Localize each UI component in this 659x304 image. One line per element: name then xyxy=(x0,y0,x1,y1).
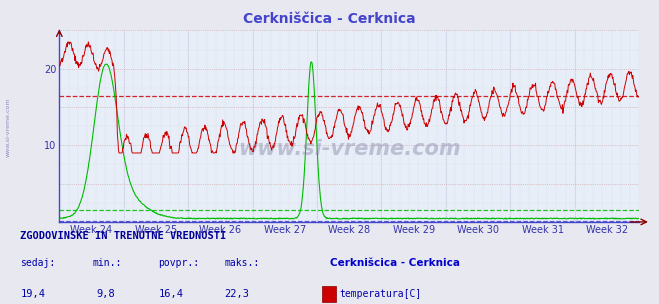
Text: 9,8: 9,8 xyxy=(96,289,115,299)
Text: maks.:: maks.: xyxy=(224,258,259,268)
Text: min.:: min.: xyxy=(92,258,122,268)
Text: www.si-vreme.com: www.si-vreme.com xyxy=(5,98,11,157)
Text: ZGODOVINSKE IN TRENUTNE VREDNOSTI: ZGODOVINSKE IN TRENUTNE VREDNOSTI xyxy=(20,231,226,241)
Text: 16,4: 16,4 xyxy=(159,289,184,299)
Text: povpr.:: povpr.: xyxy=(158,258,199,268)
Text: Cerknišcica - Cerknica: Cerknišcica - Cerknica xyxy=(330,258,459,268)
Text: sedaj:: sedaj: xyxy=(20,258,55,268)
Text: 19,4: 19,4 xyxy=(20,289,45,299)
Text: www.si-vreme.com: www.si-vreme.com xyxy=(238,139,461,159)
Text: 22,3: 22,3 xyxy=(225,289,250,299)
Text: Cerkniščica - Cerknica: Cerkniščica - Cerknica xyxy=(243,12,416,26)
Text: temperatura[C]: temperatura[C] xyxy=(339,289,422,299)
